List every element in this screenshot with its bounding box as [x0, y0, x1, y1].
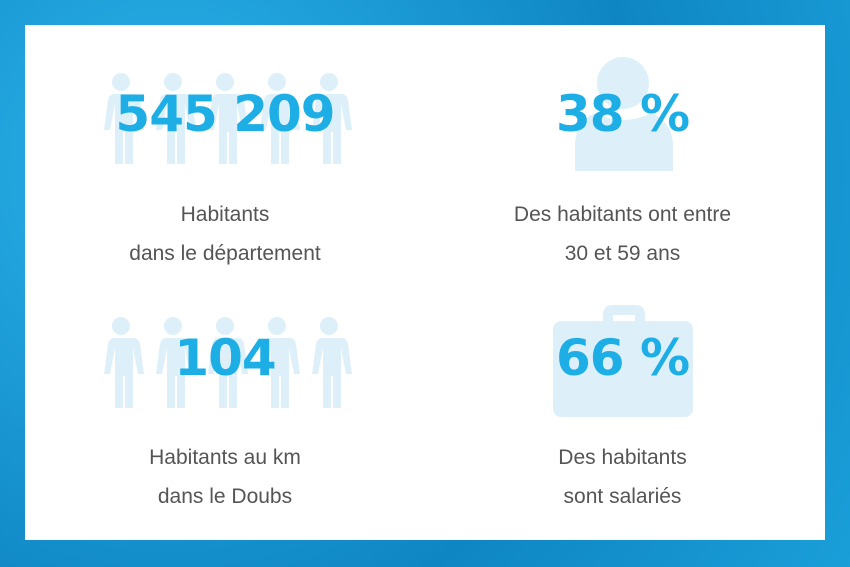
stat-age: 38 % Des habitants ont entre 30 et 59 an… — [425, 25, 820, 282]
stat-population: 545 209 Habitants dans le département — [25, 25, 425, 282]
stat-label-2: dans le Doubs — [157, 485, 293, 508]
stat-employees: 66 % Des habitants sont salariés — [425, 282, 820, 540]
stat-label-1: Des habitants ont entre — [513, 203, 732, 226]
stat-label-1: Des habitants — [558, 446, 687, 469]
stat-label-1: Habitants au km — [149, 446, 301, 469]
person-bust-icon — [575, 55, 675, 175]
stat-label-2: dans le département — [129, 242, 321, 265]
stat-value: 104 — [174, 329, 276, 387]
infographic-card: 545 209 Habitants dans le département 38… — [25, 25, 825, 540]
briefcase-icon — [553, 303, 695, 419]
stat-value: 38 % — [555, 85, 690, 143]
stat-value: 545 209 — [115, 85, 335, 143]
stat-label-2: sont salariés — [563, 485, 682, 508]
stat-label-1: Habitants — [180, 203, 270, 226]
stat-density: 104 Habitants au km dans le Doubs — [25, 282, 425, 540]
stat-value: 66 % — [555, 329, 690, 387]
stat-label-2: 30 et 59 ans — [564, 242, 681, 265]
